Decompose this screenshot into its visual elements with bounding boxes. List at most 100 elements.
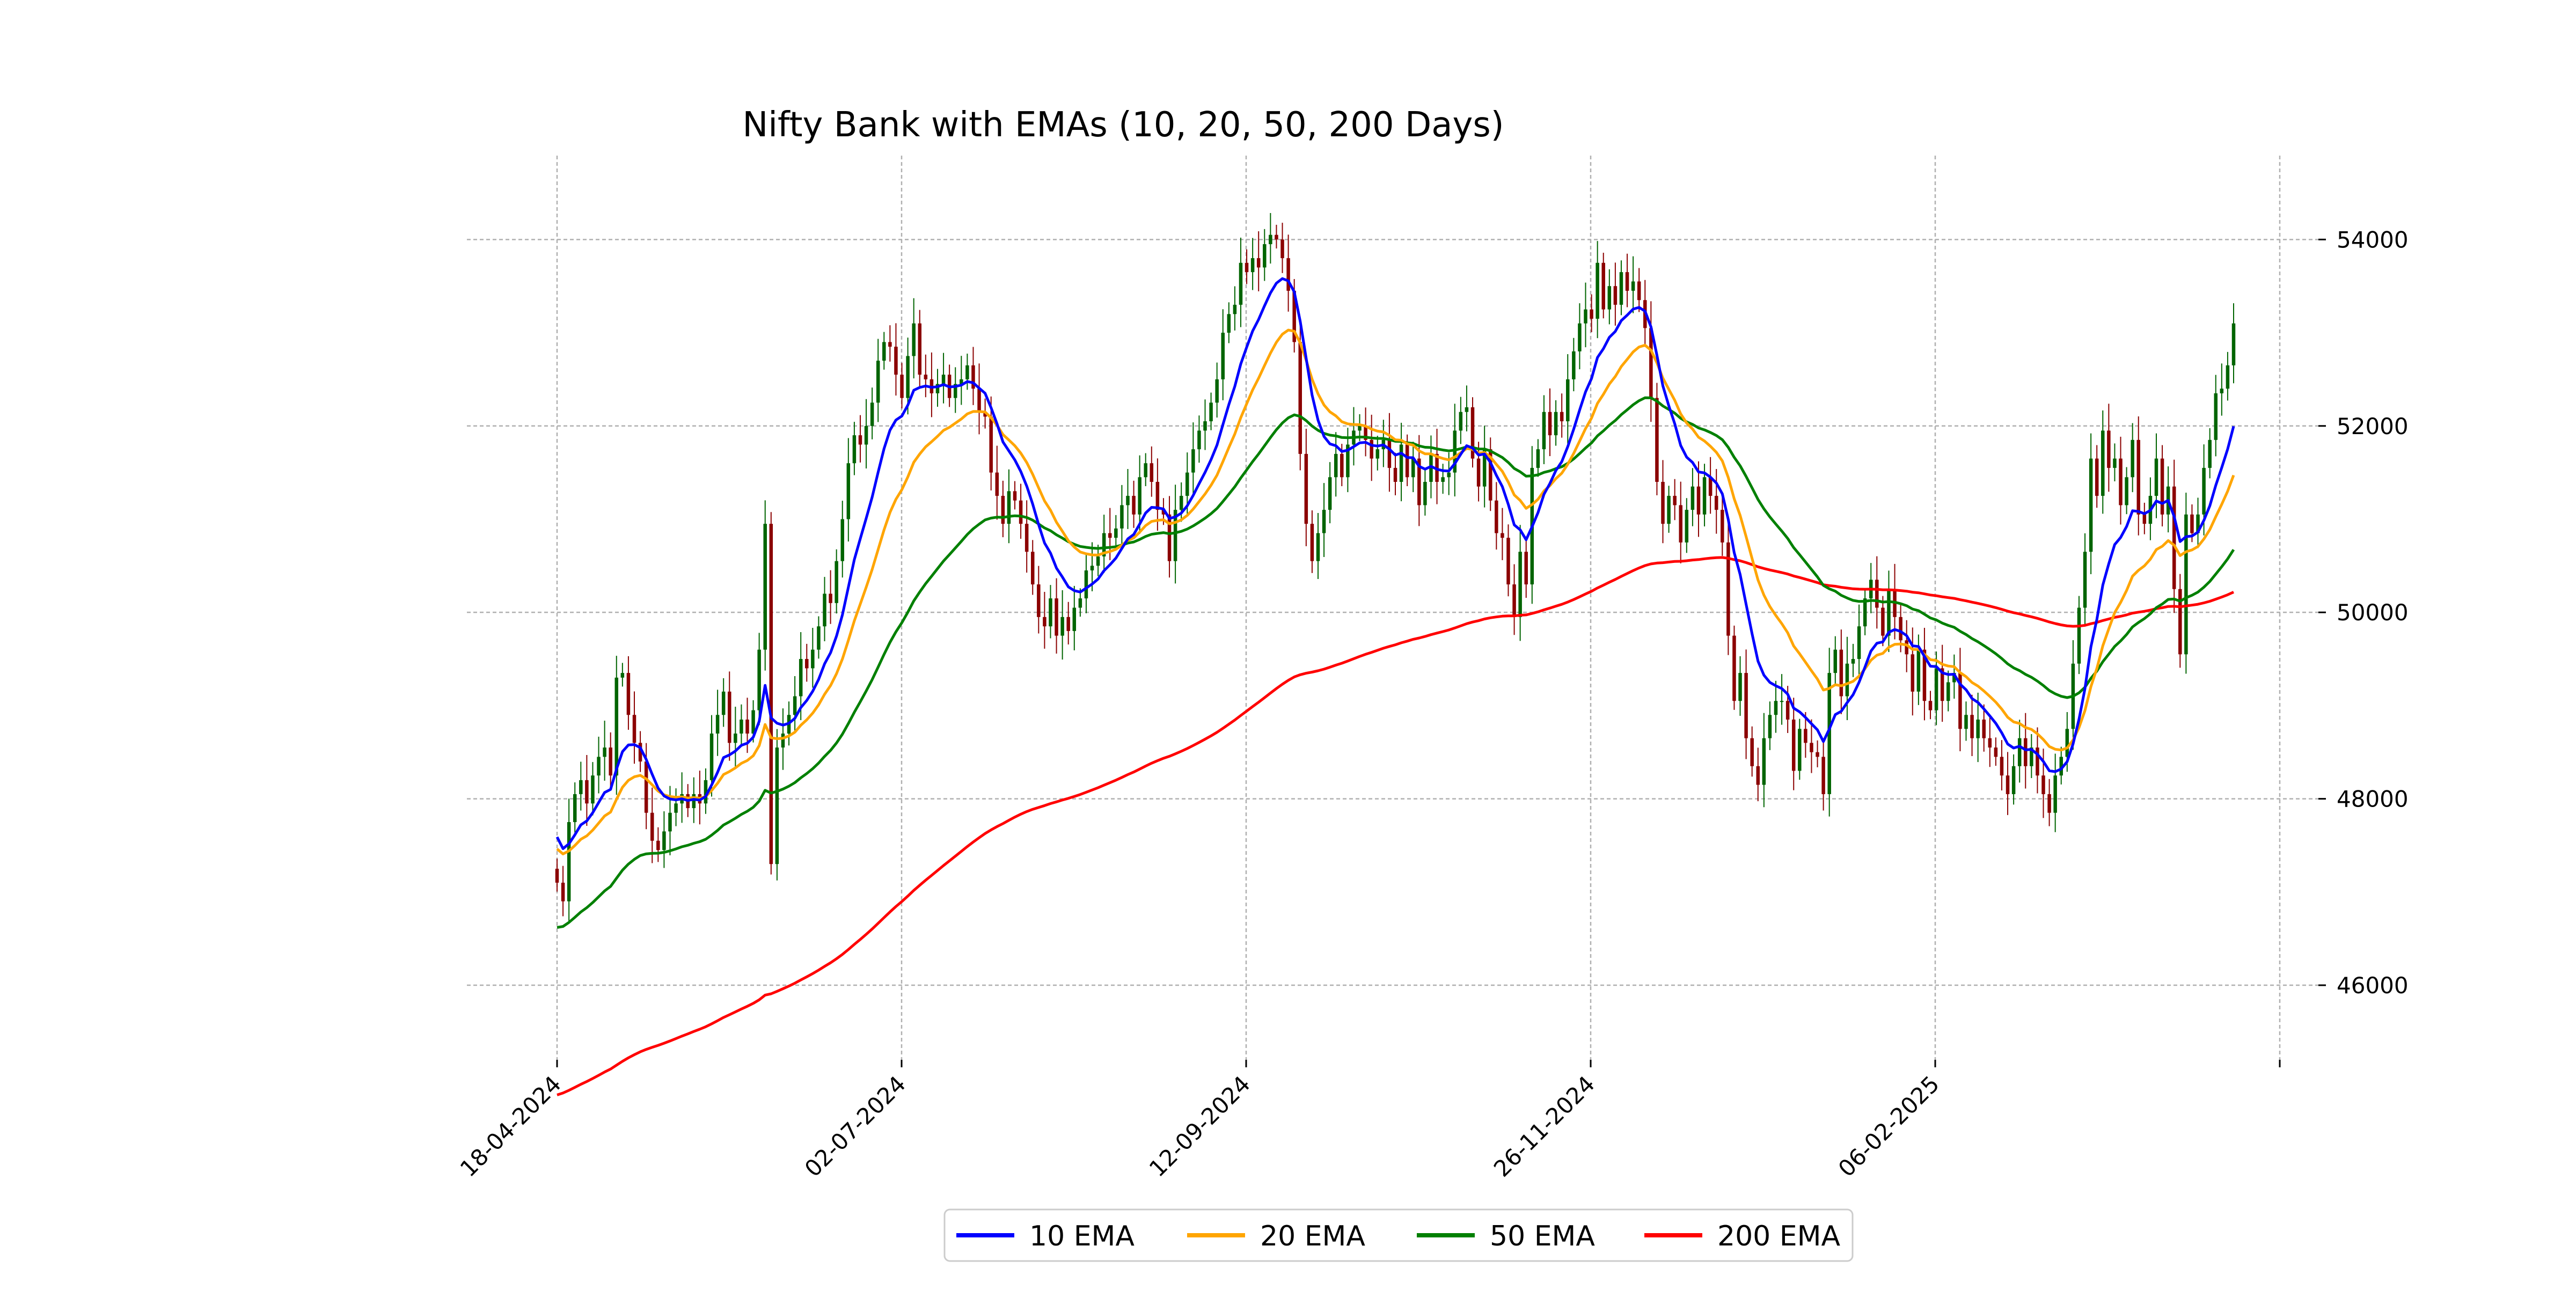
candle-body: [1482, 449, 1487, 487]
candle-body: [1429, 453, 1433, 482]
candle-body: [1030, 552, 1035, 585]
candle-body: [1899, 617, 1902, 641]
candle-body: [1221, 333, 1225, 379]
x-tick-label: 18-04-2024: [455, 1071, 566, 1182]
candle-body: [894, 347, 898, 375]
candle-body: [924, 375, 928, 379]
candle-body: [1060, 617, 1064, 636]
candle-body: [1387, 439, 1392, 468]
candle-body: [1690, 486, 1695, 510]
candle-body: [2172, 486, 2176, 589]
candle-body: [1976, 719, 1980, 738]
candle-body: [1922, 649, 1927, 701]
candle-body: [1358, 426, 1362, 431]
candle-body: [1280, 239, 1284, 259]
candle-body: [1090, 566, 1094, 571]
candle-body: [835, 561, 838, 603]
candle-body: [935, 384, 940, 393]
candle-body: [781, 734, 785, 748]
candle-body: [626, 673, 631, 715]
candle-body: [1572, 351, 1576, 379]
candle-body: [632, 715, 636, 743]
candle-body: [1453, 430, 1457, 473]
candle-layer: [555, 213, 2236, 922]
candle-body: [2036, 747, 2039, 776]
candle-body: [1084, 570, 1088, 599]
legend-label-50-ema: 50 EMA: [1490, 1220, 1595, 1252]
candle-body: [709, 734, 714, 780]
candle-body: [971, 365, 975, 389]
candle-body: [728, 691, 731, 743]
candle-body: [2077, 607, 2081, 664]
candle-body: [2047, 794, 2051, 813]
candle-body: [1275, 234, 1278, 240]
candle-body: [900, 375, 904, 398]
candle-body: [1072, 607, 1077, 631]
candle-body: [1934, 668, 1938, 710]
ema-50-line: [557, 396, 2235, 929]
candle-body: [656, 840, 660, 851]
candle-body: [692, 794, 696, 808]
candle-body: [1375, 449, 1380, 459]
candle-body: [1405, 444, 1409, 478]
candle-body: [1155, 481, 1160, 510]
candle-body: [1173, 510, 1177, 561]
candle-body: [1322, 510, 1326, 533]
candle-body: [1560, 412, 1564, 422]
candle-body: [1019, 500, 1023, 524]
candle-body: [567, 822, 571, 901]
candle-body: [1804, 729, 1807, 743]
candle-body: [579, 780, 583, 794]
candle-body: [1964, 715, 1968, 729]
candle-body: [852, 435, 857, 464]
candle-body: [1726, 542, 1730, 636]
candle-body: [793, 696, 797, 715]
candle-body: [2160, 458, 2164, 515]
candle-body: [1732, 635, 1736, 701]
candle-body: [1785, 701, 1790, 720]
candle-body: [2101, 430, 2105, 496]
candle-body: [644, 761, 648, 813]
y-tick-label: 50000: [2337, 599, 2409, 626]
candle-body: [1049, 598, 1052, 627]
candle-body: [888, 342, 892, 347]
candle-body: [1055, 598, 1058, 636]
candle-body: [1043, 617, 1046, 627]
candle-body: [745, 719, 749, 734]
candle-body: [1536, 449, 1540, 468]
candle-body: [1970, 715, 1974, 738]
candle-body: [609, 747, 612, 776]
candle-body: [882, 342, 886, 361]
candle-body: [1928, 701, 1933, 710]
candle-body: [620, 673, 625, 678]
candle-body: [1263, 244, 1267, 268]
candle-body: [1096, 556, 1100, 566]
candle-body: [1370, 439, 1373, 459]
candle-body: [1310, 524, 1314, 561]
candle-body: [1637, 281, 1641, 300]
candle-body: [1417, 458, 1421, 505]
candle-body: [2030, 747, 2033, 766]
candle-body: [2154, 458, 2158, 496]
candle-body: [751, 710, 755, 734]
candle-body: [2190, 514, 2194, 533]
candle-body: [1465, 407, 1469, 412]
candle-body: [823, 593, 826, 627]
candle-body: [995, 472, 999, 496]
candle-body: [1685, 510, 1689, 543]
candle-body: [1512, 584, 1516, 617]
y-tick-label: 52000: [2337, 413, 2409, 439]
candle-body: [983, 412, 987, 417]
candle-body: [840, 519, 844, 561]
candle-body: [1411, 458, 1415, 478]
candle-body: [1233, 304, 1237, 314]
candle-body: [864, 426, 868, 445]
candle-body: [1916, 649, 1921, 692]
candle-body: [1881, 607, 1885, 636]
candle-body: [1078, 598, 1082, 608]
candle-body: [1007, 491, 1011, 524]
candle-body: [2107, 430, 2111, 468]
candle-body: [1952, 673, 1956, 683]
legend-label-200-ema: 200 EMA: [1717, 1220, 1841, 1252]
